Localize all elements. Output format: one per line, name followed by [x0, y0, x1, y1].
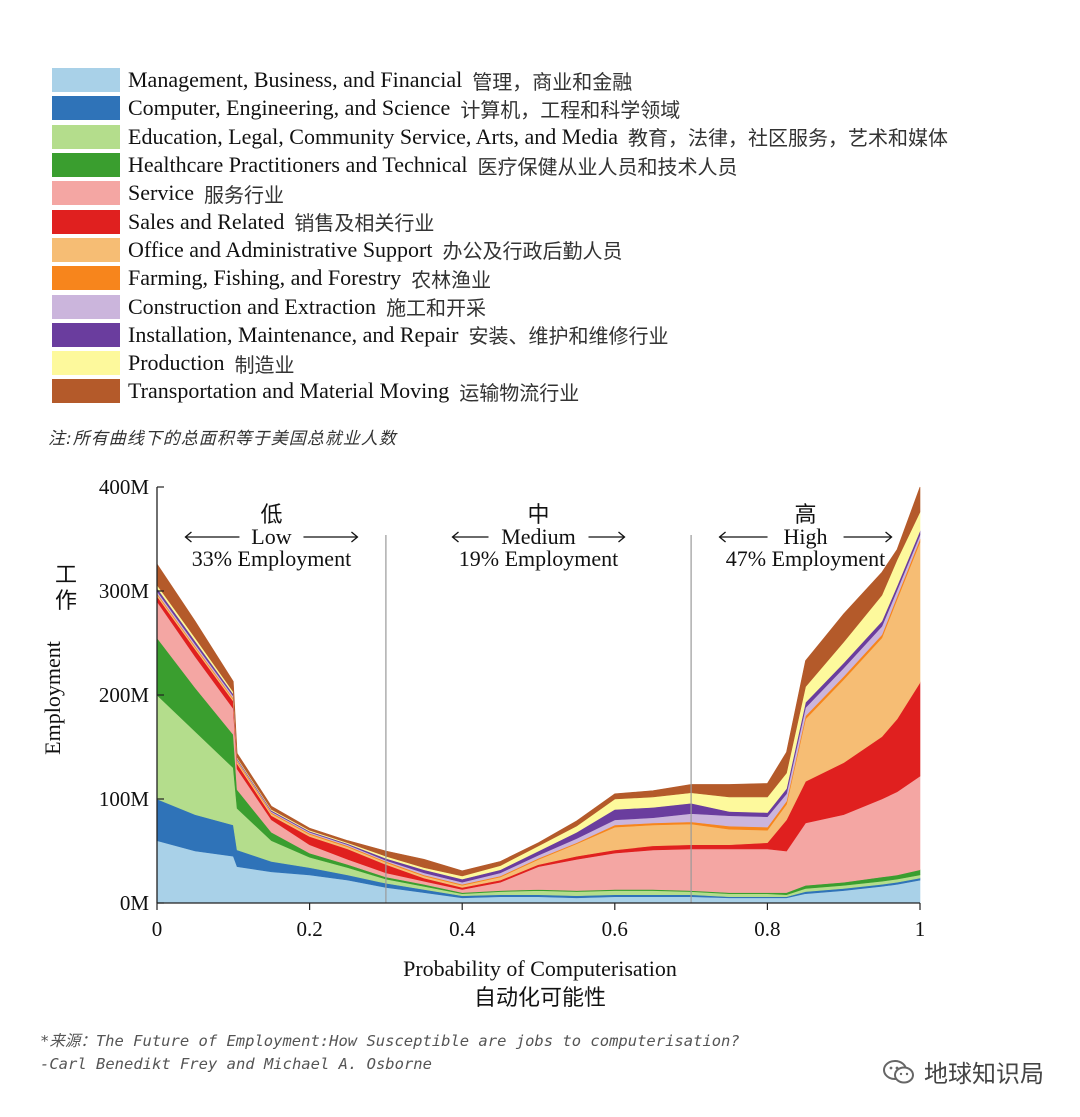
legend-swatch [52, 237, 120, 262]
region-share-label: 19% Employment [459, 546, 618, 571]
region-share-label: 33% Employment [192, 546, 351, 571]
region-dividers [385, 535, 692, 903]
region-label-zh: 低 [260, 503, 282, 528]
x-axis-label-zh: 自动化可能性 [474, 986, 606, 1011]
legend-swatch [52, 153, 120, 178]
y-tick-label: 200M [99, 683, 150, 707]
legend-label-zh: 医疗保健从业人员和技术人员 [477, 154, 738, 179]
y-axis-label-zh: 工作 [55, 563, 77, 614]
legend-label-en: Transportation and Material Moving [128, 378, 450, 404]
region-arrow [451, 531, 626, 543]
y-tick-label: 300M [99, 579, 150, 603]
legend-swatch [52, 124, 120, 149]
region-label-zh: 中 [527, 503, 549, 528]
chart-note: 注:所有曲线下的总面积等于美国总就业人数 [48, 429, 397, 449]
legend-label-en: Construction and Extraction [128, 293, 377, 319]
legend-label-en: Sales and Related [128, 208, 285, 234]
legend-label-en: Farming, Fishing, and Forestry [128, 265, 402, 291]
legend-item: Construction and Extraction 施工和开采 [52, 292, 1072, 320]
legend-label-zh: 销售及相关行业 [294, 211, 435, 236]
legend-label-zh: 办公及行政后勤人员 [442, 239, 623, 264]
legend-item: Transportation and Material Moving 运输物流行业 [52, 377, 1072, 405]
region-label-en: Medium [501, 524, 576, 549]
x-tick-label: 0.2 [296, 917, 322, 941]
legend-item: Production 制造业 [52, 349, 1072, 377]
watermark: 地球知识局 [882, 1054, 1044, 1089]
legend-swatch [52, 322, 120, 347]
legend-label-zh: 教育，法律，社区服务，艺术和媒体 [628, 126, 949, 151]
y-tick-label: 400M [99, 475, 150, 499]
source-line-1: *来源：The Future of Employment:How Suscept… [40, 1032, 740, 1050]
legend-item: Office and Administrative Support 办公及行政后勤… [52, 236, 1072, 264]
legend-item: Management, Business, and Financial 管理，商业… [52, 66, 1072, 94]
legend: Management, Business, and Financial 管理，商业… [52, 66, 1072, 406]
x-tick-label: 0.6 [602, 917, 628, 941]
legend-item: Sales and Related 销售及相关行业 [52, 207, 1072, 235]
legend-label-en: Computer, Engineering, and Science [128, 95, 451, 121]
legend-item: Farming, Fishing, and Forestry 农林渔业 [52, 264, 1072, 292]
legend-item: Healthcare Practitioners and Technical 医疗… [52, 151, 1072, 179]
region-label-zh: 高 [795, 503, 817, 528]
x-tick-label: 0.8 [754, 917, 780, 941]
legend-item: Installation, Maintenance, and Repair 安装、… [52, 321, 1072, 349]
watermark-text: 地球知识局 [924, 1060, 1044, 1088]
legend-swatch [52, 266, 120, 291]
x-tick-label: 0.4 [449, 917, 476, 941]
legend-label-zh: 施工和开采 [386, 296, 487, 321]
y-axis-label: Employment [40, 641, 65, 755]
legend-label-en: Education, Legal, Community Service, Art… [128, 123, 619, 149]
x-tick-label: 0 [152, 917, 163, 941]
chat-bubble-icon [883, 1059, 914, 1083]
region-share-label: 47% Employment [726, 546, 885, 571]
legend-label-en: Office and Administrative Support [128, 236, 433, 262]
legend-label-en: Healthcare Practitioners and Technical [128, 152, 468, 178]
legend-swatch [52, 68, 120, 93]
legend-label-zh: 运输物流行业 [459, 380, 580, 405]
legend-label-zh: 计算机，工程和科学领域 [460, 97, 681, 122]
legend-label-zh: 安装、维护和维修行业 [468, 324, 669, 349]
legend-swatch [52, 181, 120, 206]
y-tick-label: 0M [120, 891, 150, 915]
legend-swatch [52, 294, 120, 319]
legend-label-zh: 制造业 [234, 352, 295, 377]
legend-label-zh: 管理，商业和金融 [472, 69, 633, 94]
axes: 0M 100M 200M 300M 400M 0 0.2 0.4 0.6 0.8 1 [99, 475, 925, 941]
legend-swatch [52, 96, 120, 121]
source-line-2: -Carl Benedikt Frey and Michael A. Osbor… [40, 1055, 432, 1073]
legend-swatch [52, 379, 120, 404]
legend-label-zh: 服务行业 [203, 182, 284, 207]
legend-item: Education, Legal, Community Service, Art… [52, 123, 1072, 151]
region-arrow [718, 531, 893, 543]
stacked-area-chart: 0M 100M 200M 300M 400M 0 0.2 0.4 0.6 0.8 1 低Low33%… [40, 475, 925, 1011]
legend-swatch [52, 209, 120, 234]
legend-label-en: Installation, Maintenance, and Repair [128, 321, 459, 347]
legend-label-zh: 农林渔业 [411, 267, 492, 292]
region-label-en: High [784, 524, 828, 549]
x-tick-label: 1 [915, 917, 926, 941]
legend-label-en: Management, Business, and Financial [128, 67, 463, 93]
legend-label-en: Production [128, 350, 225, 376]
region-arrow [184, 531, 359, 543]
region-label-en: Low [251, 524, 291, 549]
x-axis-label: Probability of Computerisation [403, 956, 677, 981]
legend-item: Computer, Engineering, and Science 计算机，工程… [52, 94, 1072, 122]
y-tick-label: 100M [99, 787, 150, 811]
legend-item: Service 服务行业 [52, 179, 1072, 207]
source-citation: *来源：The Future of Employment:How Suscept… [40, 1030, 740, 1076]
legend-label-en: Service [128, 180, 194, 206]
legend-swatch [52, 351, 120, 376]
